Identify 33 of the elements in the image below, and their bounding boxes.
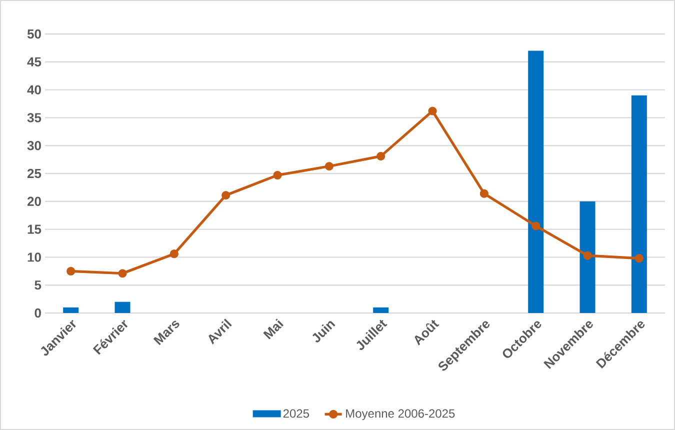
y-tick-label: 25: [27, 168, 42, 178]
y-tick-label: 40: [27, 85, 41, 94]
x-tick-label: Juin: [312, 321, 336, 342]
legend-label: Moyenne 2006-2025: [346, 409, 455, 420]
point: [222, 190, 230, 200]
point: [273, 170, 282, 180]
bar: [528, 50, 544, 313]
point: [480, 189, 488, 198]
y-tick-label: 50: [27, 29, 41, 39]
y-tick-label: 45: [27, 57, 42, 66]
bar: [631, 95, 647, 313]
x-tick-label: Mai: [263, 318, 284, 340]
point: [324, 162, 334, 171]
y-tick-label: 5: [34, 280, 42, 290]
y-tick-label: 35: [27, 113, 42, 122]
point: [634, 254, 644, 263]
point: [66, 266, 76, 276]
y-tick-label: 20: [27, 196, 41, 206]
point: [428, 106, 437, 116]
bar: [373, 307, 389, 313]
bar: [580, 201, 596, 313]
y-tick-label: 30: [27, 140, 41, 150]
point: [118, 269, 127, 278]
point: [532, 222, 540, 230]
point: [583, 251, 592, 260]
legend-label: 2025: [283, 409, 310, 418]
y-tick-label: 15: [28, 224, 42, 234]
y-tick-label: 10: [28, 252, 41, 262]
y-tick-label: 0: [34, 308, 41, 318]
bar: [63, 307, 79, 313]
bar: [114, 302, 130, 313]
point: [376, 152, 386, 160]
point: [170, 250, 178, 258]
